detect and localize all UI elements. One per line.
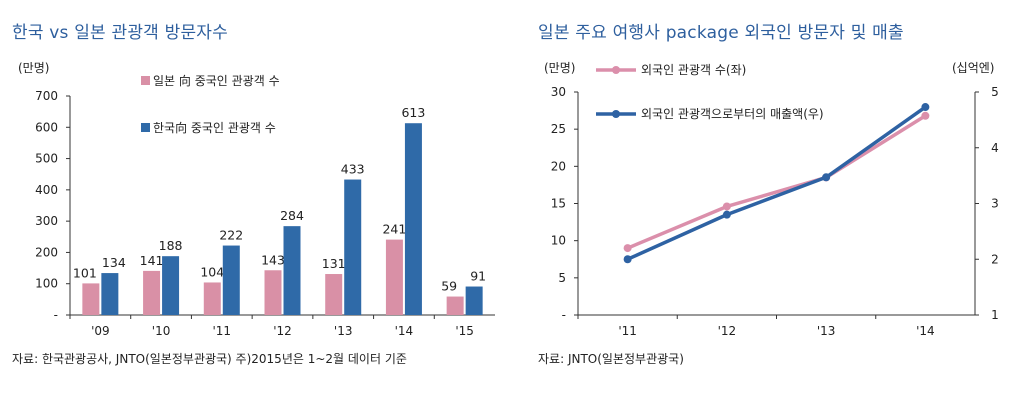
left-bar-value-label: 188 (159, 238, 183, 253)
left-y-tick-label: 400 (35, 183, 58, 197)
left-bar-korea (344, 179, 362, 315)
left-x-tick-label: '12 (273, 324, 292, 338)
left-bar-korea (404, 123, 422, 316)
left-bar-value-label: 131 (322, 256, 346, 271)
left-y-tick-label: 600 (35, 120, 58, 134)
right-y-tick-label: 30 (551, 85, 566, 99)
right-y2-tick-label: 1 (991, 308, 999, 322)
right-y2-tick-label: 5 (991, 85, 999, 99)
right-x-tick-label: '12 (718, 324, 737, 338)
left-bar-value-label: 222 (219, 228, 243, 243)
left-bar-value-label: 134 (102, 255, 126, 270)
left-legend-label: 한국向 중국인 관광객 수 (153, 120, 276, 135)
right-legend-marker (612, 66, 620, 74)
right-line-chart: (만명) (십억엔) - 5 10 15 20 25 30 1 2 3 4 5 '11 '12 '13 '14 외국… (544, 61, 999, 338)
left-y-tick-label: 300 (35, 214, 58, 228)
revenue-series-line (626, 105, 927, 261)
right-legend-marker (612, 110, 620, 118)
left-bar-japan (82, 283, 100, 315)
visitors-point (722, 202, 731, 211)
left-y-tick-label: - (54, 308, 58, 322)
right-x-tick-label: '11 (618, 324, 637, 338)
left-y-tick-label: 200 (35, 245, 58, 259)
right-y-tick-label: - (562, 308, 566, 322)
visitors-point (623, 244, 632, 253)
right-x-tick-label: '13 (817, 324, 836, 338)
visitors-point (921, 111, 930, 120)
left-x-tick-label: '09 (91, 324, 110, 338)
right-legend-label: 외국인 관광객으로부터의 매출액(우) (641, 107, 824, 121)
left-legend-label: 일본 向 중국인 관광객 수 (153, 73, 280, 88)
left-legend-swatch (141, 123, 150, 132)
left-bar-japan (264, 270, 282, 315)
right-y2-axis-unit: (십억엔) (952, 61, 994, 75)
visitors-series-line (626, 114, 927, 250)
right-legend-label: 외국인 관광객 수(좌) (641, 63, 746, 77)
left-bar-japan (385, 239, 403, 315)
left-y-axis-unit: (만명) (18, 61, 49, 75)
left-bar-korea (465, 286, 483, 315)
left-bar-value-label: 613 (401, 105, 425, 120)
left-y-tick-label: 700 (35, 89, 58, 103)
left-x-tick-label: '10 (152, 324, 171, 338)
right-y2-tick-label: 4 (991, 141, 999, 155)
right-y-tick-label: 20 (551, 159, 566, 173)
left-bar-chart: (만명) - 100 200 300 400 500 600 700 '09 101 134 '10 14… (18, 61, 495, 338)
revenue-point (623, 255, 632, 264)
revenue-point (822, 173, 831, 182)
right-y-axis-unit: (만명) (544, 61, 575, 75)
left-source-note: 자료: 한국관광공사, JNTO(일본정부관광국) 주)2015년은 1~2월 … (12, 352, 407, 366)
left-bar-value-label: 433 (341, 162, 365, 177)
left-bar-korea (162, 256, 180, 315)
left-bar-korea (283, 226, 301, 315)
left-chart-title: 한국 vs 일본 관광객 방문자수 (12, 23, 228, 43)
left-bar-japan (446, 296, 464, 315)
left-x-tick-label: '11 (212, 324, 231, 338)
left-legend-swatch (141, 76, 150, 85)
left-x-tick-label: '14 (395, 324, 414, 338)
left-bar-value-label: 241 (382, 222, 406, 237)
right-y2-tick-label: 2 (991, 252, 999, 266)
revenue-point (921, 103, 930, 112)
revenue-point (722, 210, 731, 219)
left-bar-japan (325, 274, 343, 315)
right-chart-title: 일본 주요 여행사 package 외국인 방문자 및 매출 (538, 23, 904, 43)
right-y-tick-label: 5 (558, 271, 566, 285)
right-y-tick-label: 15 (551, 197, 566, 211)
left-y-tick-label: 500 (35, 152, 58, 166)
left-bar-japan (143, 270, 161, 315)
left-bar-korea (222, 245, 240, 315)
left-bar-japan (203, 282, 221, 315)
left-y-tick-label: 100 (35, 277, 58, 291)
left-x-tick-label: '15 (455, 324, 474, 338)
left-bar-value-label: 59 (441, 279, 457, 294)
left-bar-value-label: 141 (140, 253, 164, 268)
left-bar-korea (101, 273, 119, 315)
right-source-note: 자료: JNTO(일본정부관광국) (538, 352, 684, 366)
left-x-tick-label: '13 (334, 324, 353, 338)
left-bar-value-label: 284 (280, 208, 304, 223)
left-bar-value-label: 91 (470, 269, 486, 284)
right-x-tick-label: '14 (916, 324, 935, 338)
right-y-tick-label: 10 (551, 234, 566, 248)
left-bar-value-label: 143 (261, 252, 285, 267)
right-y2-tick-label: 3 (991, 197, 999, 211)
left-bar-value-label: 101 (73, 265, 97, 280)
left-bar-value-label: 104 (200, 264, 224, 279)
right-y-tick-label: 25 (551, 122, 566, 136)
